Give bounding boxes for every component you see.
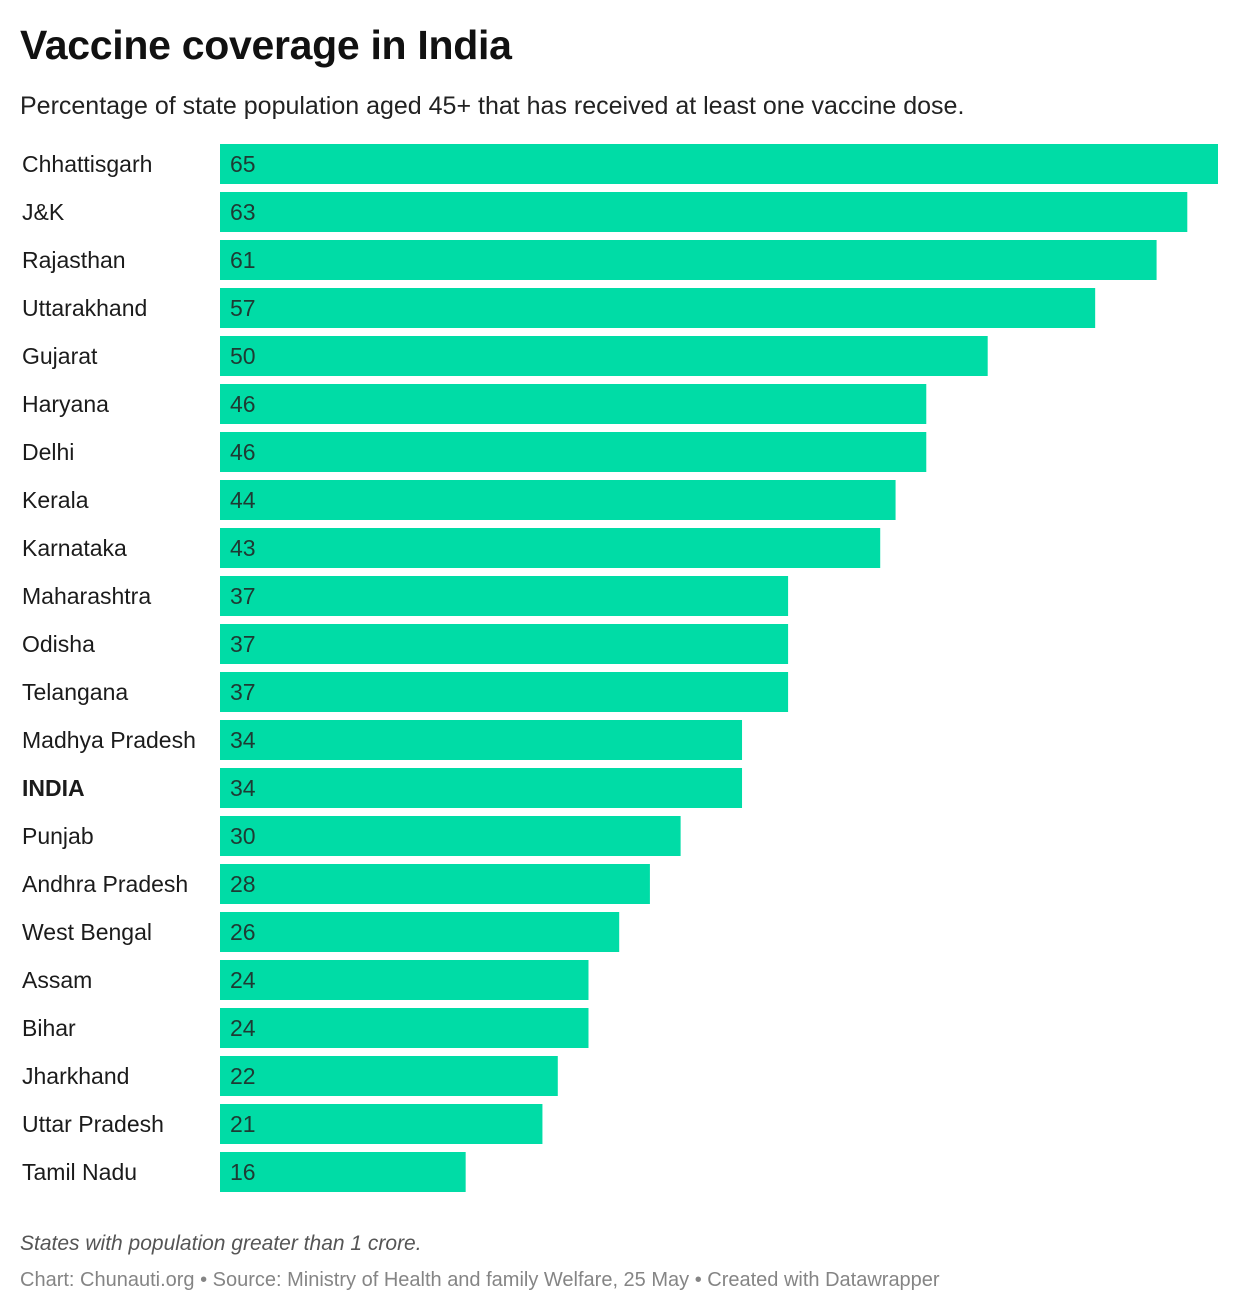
bar-chhattisgarh bbox=[220, 144, 1218, 184]
bar-maharashtra bbox=[220, 576, 789, 616]
value-label-andhra-pradesh: 28 bbox=[230, 871, 256, 897]
bar-tamil-nadu bbox=[220, 1152, 466, 1192]
value-label-west-bengal: 26 bbox=[230, 919, 256, 945]
category-label-andhra-pradesh: Andhra Pradesh bbox=[22, 871, 188, 897]
bar-assam bbox=[220, 960, 589, 1000]
category-label-karnataka: Karnataka bbox=[22, 535, 127, 561]
value-label-tamil-nadu: 16 bbox=[230, 1159, 256, 1185]
bar-uttar-pradesh bbox=[220, 1104, 543, 1144]
bar-uttarakhand bbox=[220, 288, 1096, 328]
bar-kerala bbox=[220, 480, 896, 520]
category-label-chhattisgarh: Chhattisgarh bbox=[22, 151, 152, 177]
category-label-kerala: Kerala bbox=[22, 487, 89, 513]
value-label-delhi: 46 bbox=[230, 439, 256, 465]
category-label-jharkhand: Jharkhand bbox=[22, 1063, 129, 1089]
bar-haryana bbox=[220, 384, 927, 424]
value-label-haryana: 46 bbox=[230, 391, 256, 417]
value-label-assam: 24 bbox=[230, 967, 256, 993]
value-label-gujarat: 50 bbox=[230, 343, 256, 369]
bar-j-k bbox=[220, 192, 1188, 232]
value-label-madhya-pradesh: 34 bbox=[230, 727, 256, 753]
value-label-chhattisgarh: 65 bbox=[230, 151, 256, 177]
value-label-j-k: 63 bbox=[230, 199, 256, 225]
bar-rajasthan bbox=[220, 240, 1157, 280]
category-label-assam: Assam bbox=[22, 967, 92, 993]
bar-jharkhand bbox=[220, 1056, 558, 1096]
category-label-india: INDIA bbox=[22, 775, 85, 801]
chart-title: Vaccine coverage in India bbox=[20, 22, 512, 68]
value-label-rajasthan: 61 bbox=[230, 247, 256, 273]
category-label-haryana: Haryana bbox=[22, 391, 109, 417]
bar-karnataka bbox=[220, 528, 881, 568]
value-label-uttarakhand: 57 bbox=[230, 295, 256, 321]
bar-bihar bbox=[220, 1008, 589, 1048]
category-label-uttar-pradesh: Uttar Pradesh bbox=[22, 1111, 164, 1137]
value-label-uttar-pradesh: 21 bbox=[230, 1111, 256, 1137]
bar-gujarat bbox=[220, 336, 988, 376]
value-label-jharkhand: 22 bbox=[230, 1063, 256, 1089]
category-label-gujarat: Gujarat bbox=[22, 343, 98, 369]
value-label-odisha: 37 bbox=[230, 631, 256, 657]
bar-india bbox=[220, 768, 743, 808]
category-label-odisha: Odisha bbox=[22, 631, 95, 657]
category-label-punjab: Punjab bbox=[22, 823, 94, 849]
value-label-india: 34 bbox=[230, 775, 256, 801]
bar-odisha bbox=[220, 624, 789, 664]
value-label-karnataka: 43 bbox=[230, 535, 256, 561]
value-label-bihar: 24 bbox=[230, 1015, 256, 1041]
bar-delhi bbox=[220, 432, 927, 472]
category-label-bihar: Bihar bbox=[22, 1015, 76, 1041]
bar-madhya-pradesh bbox=[220, 720, 743, 760]
value-label-telangana: 37 bbox=[230, 679, 256, 705]
bar-andhra-pradesh bbox=[220, 864, 650, 904]
category-label-tamil-nadu: Tamil Nadu bbox=[22, 1159, 137, 1185]
value-label-maharashtra: 37 bbox=[230, 583, 256, 609]
category-label-j-k: J&K bbox=[22, 199, 65, 225]
chart-subtitle: Percentage of state population aged 45+ … bbox=[20, 92, 965, 120]
bar-telangana bbox=[220, 672, 789, 712]
bar-punjab bbox=[220, 816, 681, 856]
category-label-west-bengal: West Bengal bbox=[22, 919, 152, 945]
category-label-telangana: Telangana bbox=[22, 679, 128, 705]
category-label-madhya-pradesh: Madhya Pradesh bbox=[22, 727, 196, 753]
bar-chart: Chhattisgarh 65 J&K 63 Rajasthan 61 Uttarakhan… bbox=[22, 144, 1218, 1192]
category-label-uttarakhand: Uttarakhand bbox=[22, 295, 147, 321]
value-label-kerala: 44 bbox=[230, 487, 256, 513]
bar-west-bengal bbox=[220, 912, 620, 952]
chart-note: States with population greater than 1 cr… bbox=[20, 1232, 422, 1255]
value-label-punjab: 30 bbox=[230, 823, 256, 849]
chart-credit: Chart: Chunauti.org • Source: Ministry o… bbox=[20, 1269, 940, 1291]
category-label-rajasthan: Rajasthan bbox=[22, 247, 126, 273]
category-label-maharashtra: Maharashtra bbox=[22, 583, 151, 609]
category-label-delhi: Delhi bbox=[22, 439, 74, 465]
